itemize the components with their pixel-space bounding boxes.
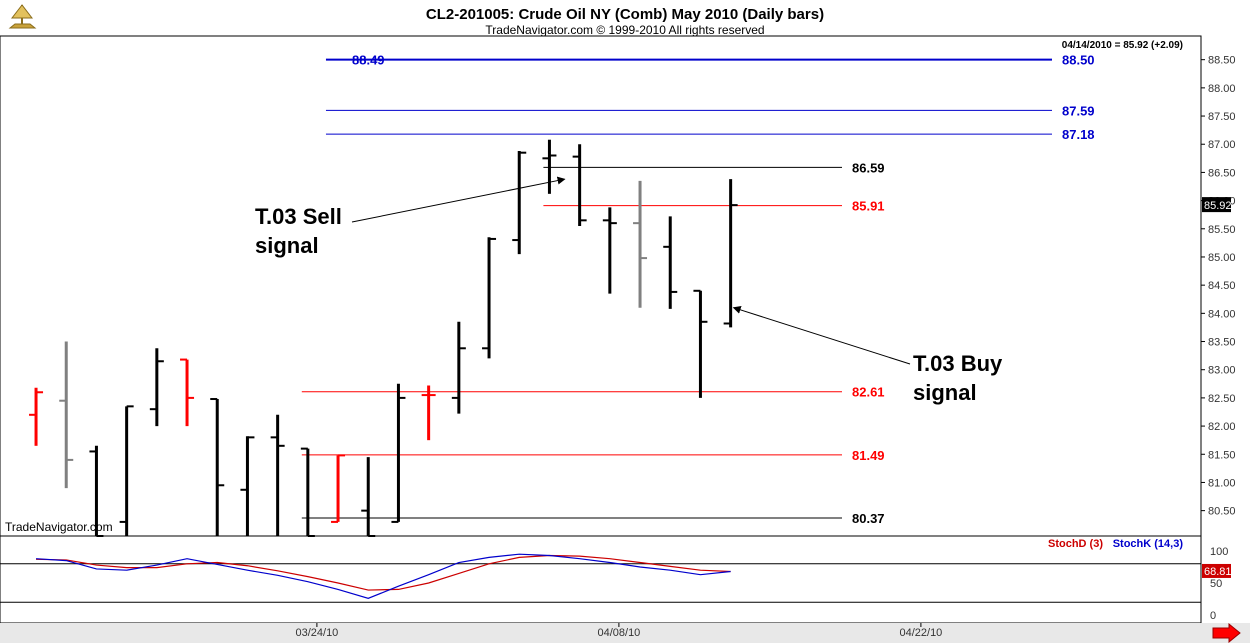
y-tick-label: 86.50 bbox=[1208, 167, 1236, 179]
annotation-arrow bbox=[732, 306, 911, 365]
stoch-tick-label: 0 bbox=[1210, 610, 1216, 622]
date-label: 03/24/10 bbox=[295, 627, 338, 639]
ohlc-bar bbox=[421, 385, 436, 441]
watermark: TradeNavigator.com bbox=[5, 520, 113, 534]
y-tick-label: 82.50 bbox=[1208, 393, 1236, 405]
y-tick-label: 83.00 bbox=[1208, 365, 1236, 377]
ohlc-bar bbox=[300, 447, 315, 537]
left-level-label: 88.49 bbox=[352, 53, 385, 68]
ohlc-bar bbox=[602, 207, 617, 294]
ohlc-bar bbox=[119, 405, 134, 536]
ohlc-bar bbox=[693, 289, 708, 398]
ohlc-bar bbox=[451, 321, 466, 414]
level-label: 87.59 bbox=[1062, 103, 1095, 118]
ohlc-bar bbox=[391, 383, 406, 523]
date-label: 04/08/10 bbox=[597, 627, 640, 639]
stoch-tick-label: 100 bbox=[1210, 546, 1228, 558]
stoch-value-box bbox=[1202, 563, 1231, 578]
ohlc-bar bbox=[633, 180, 648, 308]
y-tick-label: 85.50 bbox=[1208, 224, 1236, 236]
stoch-k-line bbox=[36, 553, 731, 599]
ohlc-bars bbox=[29, 139, 738, 537]
ohlc-bar bbox=[240, 436, 255, 536]
ohlc-bar bbox=[361, 457, 376, 537]
ohlc-bar bbox=[512, 150, 527, 255]
ohlc-bar bbox=[29, 387, 44, 446]
ohlc-bar bbox=[331, 454, 346, 523]
stoch-value-label: 68.81 bbox=[1204, 566, 1232, 578]
ohlc-bar bbox=[180, 358, 195, 427]
y-tick-label: 83.50 bbox=[1208, 337, 1236, 349]
y-tick-label: 82.00 bbox=[1208, 421, 1236, 433]
annotation-text: signal bbox=[255, 233, 319, 258]
ohlc-bar bbox=[59, 341, 74, 489]
chart-title: CL2-201005: Crude Oil NY (Comb) May 2010… bbox=[426, 6, 824, 23]
date-label: 04/22/10 bbox=[899, 627, 942, 639]
last-price-box bbox=[1202, 197, 1231, 213]
chart-subtitle: TradeNavigator.com © 1999-2010 All right… bbox=[485, 23, 764, 37]
y-tick-label: 81.00 bbox=[1208, 477, 1236, 489]
stoch-d-line bbox=[36, 554, 731, 591]
annotations: T.03 Sell signal T.03 Buy signal bbox=[255, 176, 1003, 405]
last-price-label: 85.92 bbox=[1204, 200, 1232, 212]
ohlc-bar bbox=[149, 348, 164, 427]
logo-icon bbox=[8, 4, 37, 29]
y-tick-label: 84.50 bbox=[1208, 280, 1236, 292]
price-panel-frame bbox=[0, 35, 1202, 537]
level-label: 80.37 bbox=[852, 511, 885, 526]
ohlc-bar bbox=[723, 179, 738, 328]
ohlc-bar bbox=[663, 216, 678, 309]
scroll-right-arrow-icon[interactable] bbox=[1212, 622, 1241, 643]
level-label: 87.18 bbox=[1062, 127, 1095, 142]
stoch-d-legend: StochD (3) bbox=[1048, 538, 1103, 550]
y-tick-label: 81.50 bbox=[1208, 449, 1236, 461]
level-label: 81.49 bbox=[852, 448, 885, 463]
annotation-arrow bbox=[351, 176, 566, 223]
y-tick-label: 87.00 bbox=[1208, 139, 1236, 151]
level-label: 86.59 bbox=[852, 160, 885, 175]
y-tick-label: 88.00 bbox=[1208, 83, 1236, 95]
stoch-k-legend: StochK (14,3) bbox=[1113, 538, 1184, 550]
ohlc-bar bbox=[270, 414, 285, 536]
ohlc-bar bbox=[482, 237, 497, 359]
price-axis: 80.50 81.00 81.50 82.00 82.50 83.00 83.50 84.00… bbox=[1201, 55, 1236, 518]
ohlc-bar bbox=[572, 144, 587, 226]
y-tick-label: 88.50 bbox=[1208, 55, 1236, 67]
stoch-tick-label: 50 bbox=[1210, 578, 1222, 590]
ohlc-bar bbox=[542, 139, 557, 194]
y-tick-label: 87.50 bbox=[1208, 111, 1236, 123]
price-levels: 88.50 87.59 87.18 86.59 85.91 82.61 81.49 80.37… bbox=[301, 53, 1095, 526]
stochastic-panel: 100 50 0 StochD (3) StochK (14,3) 68.81 bbox=[0, 538, 1232, 622]
level-label: 85.91 bbox=[852, 199, 885, 214]
level-label: 88.50 bbox=[1062, 53, 1095, 68]
last-price-note: 04/14/2010 = 85.92 (+2.09) bbox=[1062, 40, 1183, 51]
annotation-text: T.03 Buy bbox=[913, 351, 1003, 376]
date-axis: 03/24/10 04/08/10 04/22/10 bbox=[295, 623, 942, 639]
ohlc-bar bbox=[89, 445, 104, 537]
level-label: 82.61 bbox=[852, 385, 885, 400]
y-tick-label: 85.00 bbox=[1208, 252, 1236, 264]
date-axis-strip bbox=[0, 623, 1250, 643]
annotation-text: T.03 Sell bbox=[255, 204, 342, 229]
y-tick-label: 84.00 bbox=[1208, 308, 1236, 320]
y-tick-label: 80.50 bbox=[1208, 506, 1236, 518]
stoch-panel-frame bbox=[0, 535, 1202, 624]
annotation-text: signal bbox=[913, 380, 977, 405]
ohlc-bar bbox=[210, 398, 225, 536]
